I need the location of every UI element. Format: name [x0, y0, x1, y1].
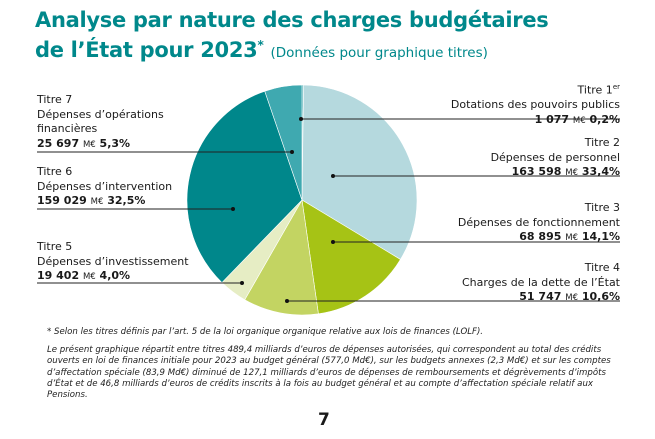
leader-dot-titre-5: [240, 281, 244, 285]
footnote: * Selon les titres définis par l’art. 5 …: [47, 327, 484, 337]
title-asterisk: *: [257, 38, 264, 52]
leader-dot-titre-7: [290, 150, 294, 154]
label-percent: 4,0%: [99, 269, 131, 282]
chart-subtitle: (Données pour graphique titres): [270, 45, 488, 61]
label-value: 1 077: [534, 112, 570, 126]
explanatory-paragraph: Le présent graphique répartit entre titr…: [47, 345, 611, 401]
label-unit: M€: [565, 233, 578, 243]
label-percent: 33,4%: [581, 165, 620, 178]
label-titre-1: Titre 1er Dotations des pouvoirs publics…: [451, 80, 620, 128]
label-titre-2: Titre 2 Dépenses de personnel 163 598 M€…: [491, 136, 620, 181]
chart-title: Analyse par nature des charges budgétair…: [35, 8, 549, 66]
label-percent: 32,5%: [107, 194, 146, 207]
page-number: 7: [318, 410, 330, 430]
label-percent: 5,3%: [99, 136, 131, 150]
label-value: 163 598: [511, 165, 562, 178]
pie-slice-titre-4: [244, 199, 319, 316]
label-titre-5: Titre 5 Dépenses d’investissement 19 402…: [37, 240, 189, 285]
label-text: Dépenses de personnel: [490, 150, 620, 164]
label-percent: 10,6%: [581, 290, 620, 303]
leader-dot-titre-4: [285, 299, 289, 303]
leader-dot-titre-2: [331, 174, 335, 178]
label-title: Titre 3: [584, 201, 620, 214]
label-titre-7: Titre 7 Dépenses d’opérations financière…: [37, 93, 164, 152]
label-title: Titre 5: [37, 240, 73, 253]
label-titre-3: Titre 3 Dépenses de fonctionnement 68 89…: [458, 201, 620, 246]
label-unit: M€: [82, 272, 96, 282]
label-title: Titre 4: [584, 261, 620, 274]
title-line-2: de l’État pour 2023: [35, 38, 258, 62]
label-title-sup: er: [612, 83, 620, 91]
label-value: 159 029: [37, 194, 87, 207]
label-unit: M€: [565, 168, 578, 178]
label-title: Titre 6: [37, 165, 73, 178]
label-unit: M€: [82, 139, 96, 150]
label-text: Dotations des pouvoirs publics: [450, 98, 620, 112]
title-line-1: Analyse par nature des charges budgétair…: [35, 8, 549, 32]
label-value: 19 402: [37, 269, 80, 282]
label-text: Dépenses d’investissement: [37, 254, 189, 268]
label-title: Titre 1: [577, 83, 613, 97]
label-titre-4: Titre 4 Charges de la dette de l’État 51…: [462, 261, 620, 306]
label-percent: 0,2%: [589, 112, 620, 126]
leader-dot-titre-3: [331, 240, 335, 244]
pie-slice-titre-7: [264, 84, 303, 201]
label-value: 25 697: [37, 136, 80, 150]
pie-slice-titre-2: [301, 84, 418, 260]
label-value: 68 895: [519, 230, 562, 243]
label-percent: 14,1%: [581, 230, 620, 243]
label-title: Titre 7: [37, 93, 73, 106]
pie-slice-titre-3: [301, 199, 401, 315]
label-unit: M€: [565, 293, 578, 303]
leader-dot-titre-1: [299, 117, 303, 121]
label-text-2: financières: [37, 122, 98, 135]
label-titre-6: Titre 6 Dépenses d’intervention 159 029 …: [37, 165, 172, 210]
leader-dot-titre-6: [231, 207, 235, 211]
label-unit: M€: [90, 197, 104, 207]
pie-slice-titre-6: [186, 90, 303, 283]
label-text: Dépenses d’intervention: [37, 179, 173, 193]
label-text: Dépenses d’opérations: [37, 107, 164, 121]
label-text: Dépenses de fonctionnement: [457, 215, 620, 229]
label-title: Titre 2: [584, 136, 620, 149]
label-text: Charges de la dette de l’État: [462, 275, 620, 289]
label-unit: M€: [572, 115, 586, 126]
label-value: 51 747: [519, 290, 562, 303]
pie-chart: [37, 84, 620, 316]
